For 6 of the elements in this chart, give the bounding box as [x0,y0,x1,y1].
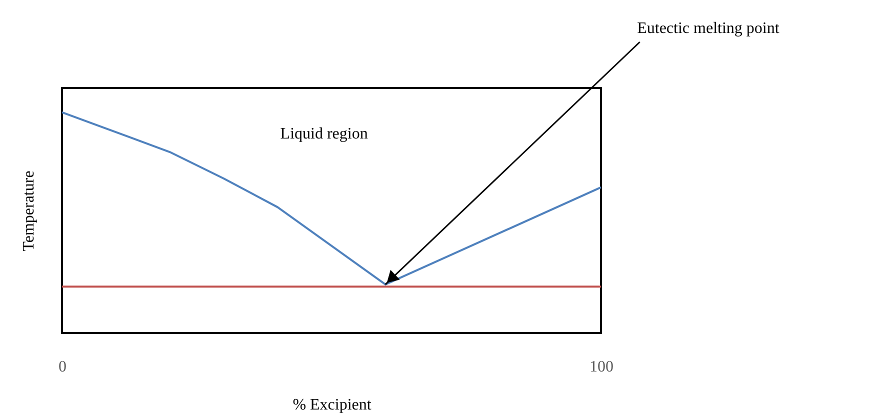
y-axis-title: Temperature [20,170,38,252]
annotation: Eutectic melting point [637,20,780,37]
x-axis-title: % Excipient [292,396,372,414]
annotation: Liquid region [280,125,368,142]
x-tick-label: 0 [58,358,66,376]
x-tick-label: 100 [590,358,614,376]
